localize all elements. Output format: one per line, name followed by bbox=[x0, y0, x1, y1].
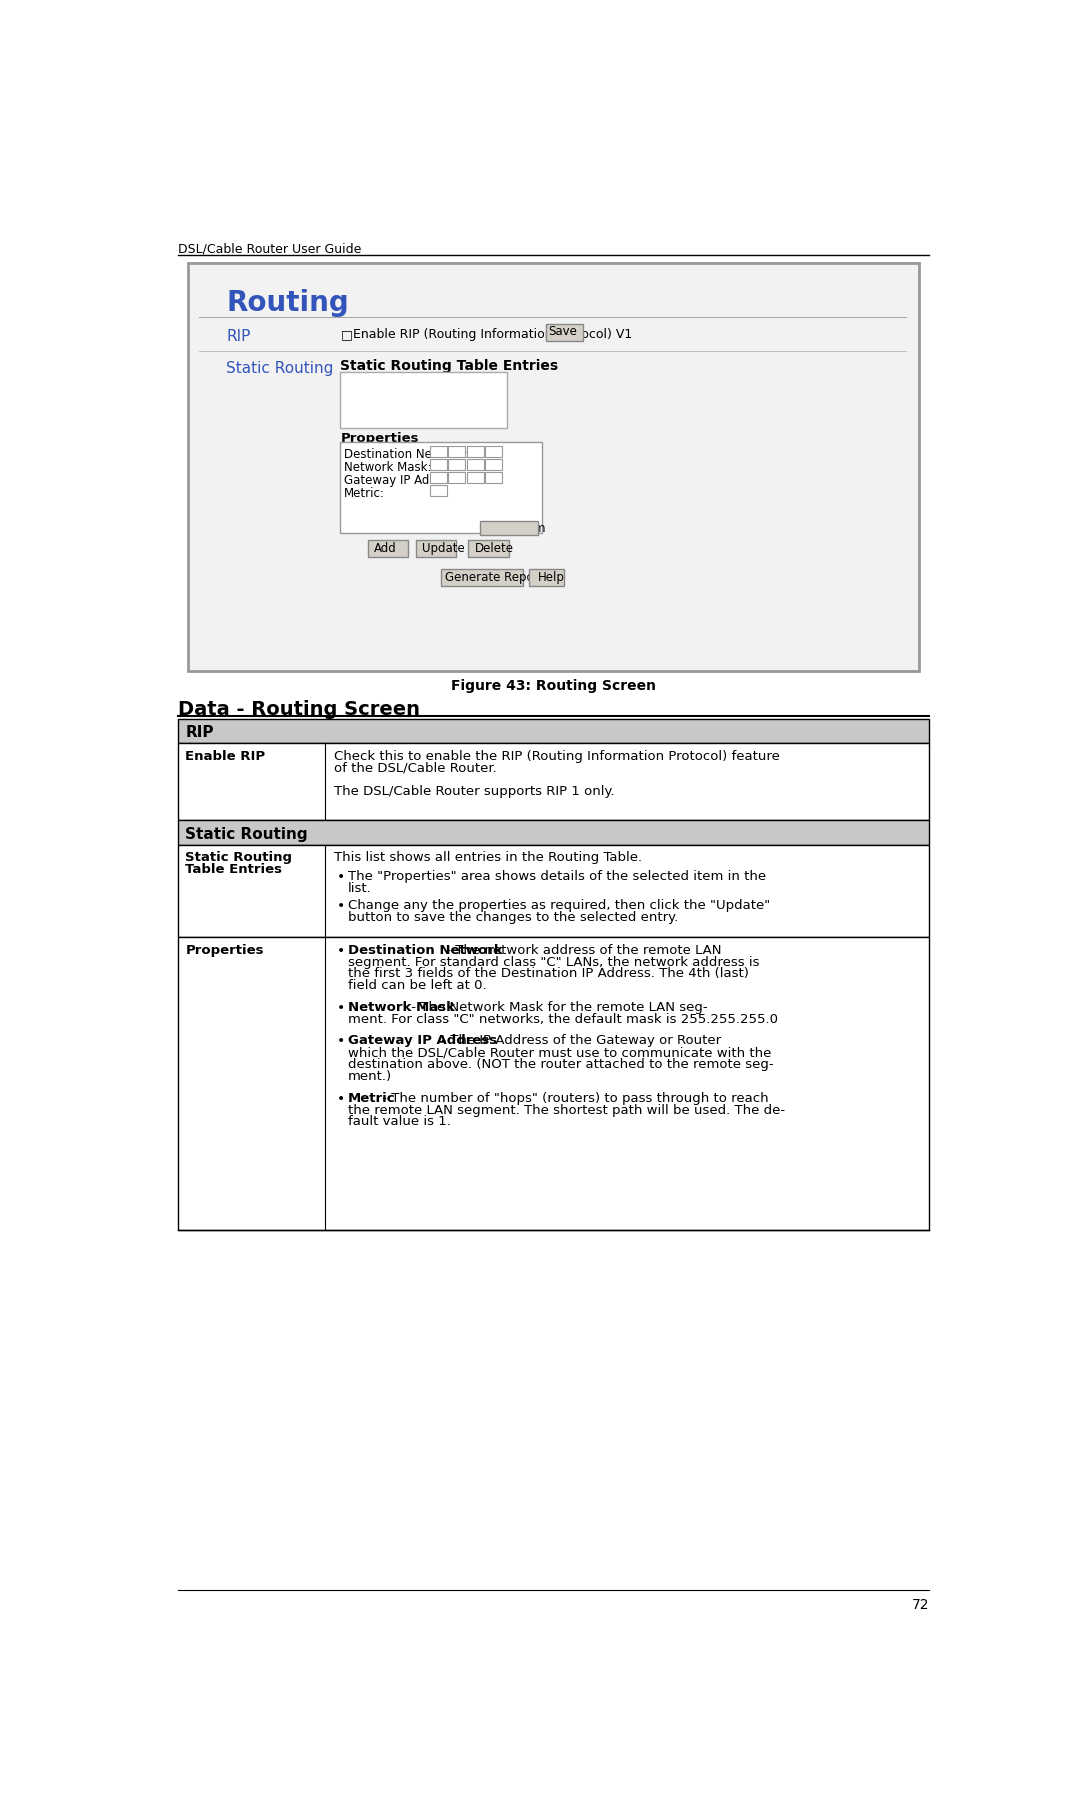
Text: Static Routing: Static Routing bbox=[186, 851, 293, 864]
Text: Update: Update bbox=[422, 542, 464, 555]
Bar bbox=[448, 458, 465, 469]
Text: RIP: RIP bbox=[186, 726, 214, 740]
Text: This list shows all entries in the Routing Table.: This list shows all entries in the Routi… bbox=[334, 851, 643, 864]
Text: Static Routing: Static Routing bbox=[227, 360, 334, 377]
Bar bbox=[441, 569, 523, 586]
Text: - The network address of the remote LAN: - The network address of the remote LAN bbox=[442, 944, 721, 957]
Bar bbox=[430, 458, 446, 469]
Bar bbox=[467, 473, 484, 484]
Bar bbox=[340, 442, 542, 533]
Text: ment. For class "C" networks, the default mask is 255.255.255.0: ment. For class "C" networks, the defaul… bbox=[348, 1013, 778, 1026]
Bar bbox=[430, 473, 446, 484]
Text: Properties: Properties bbox=[340, 433, 419, 446]
Text: - The IP Address of the Gateway or Router: - The IP Address of the Gateway or Route… bbox=[436, 1035, 720, 1048]
Bar bbox=[467, 446, 484, 457]
Text: Add: Add bbox=[374, 542, 396, 555]
Text: Generate Report: Generate Report bbox=[445, 571, 543, 584]
Text: Delete: Delete bbox=[474, 542, 513, 555]
Text: Metric:: Metric: bbox=[345, 487, 386, 500]
Bar bbox=[188, 264, 919, 671]
Text: Help: Help bbox=[538, 571, 565, 584]
Text: Check this to enable the RIP (Routing Information Protocol) feature: Check this to enable the RIP (Routing In… bbox=[334, 749, 780, 762]
Text: The "Properties" area shows details of the selected item in the: The "Properties" area shows details of t… bbox=[348, 869, 766, 884]
Text: •: • bbox=[337, 1091, 346, 1106]
Text: 72: 72 bbox=[912, 1599, 930, 1612]
Text: the remote LAN segment. The shortest path will be used. The de-: the remote LAN segment. The shortest pat… bbox=[348, 1104, 785, 1117]
Bar bbox=[485, 473, 502, 484]
Text: Destination Network: Destination Network bbox=[348, 944, 503, 957]
Bar bbox=[177, 719, 930, 744]
Text: fault value is 1.: fault value is 1. bbox=[348, 1115, 451, 1128]
Bar bbox=[430, 486, 446, 497]
Text: Static Routing: Static Routing bbox=[186, 826, 308, 842]
Bar bbox=[430, 446, 446, 457]
Text: Network Mask: Network Mask bbox=[348, 1000, 455, 1013]
Text: •: • bbox=[337, 899, 346, 913]
Bar bbox=[467, 458, 484, 469]
Bar bbox=[177, 820, 930, 846]
Text: Figure 43: Routing Screen: Figure 43: Routing Screen bbox=[451, 678, 656, 693]
Bar bbox=[480, 520, 538, 535]
Text: the first 3 fields of the Destination IP Address. The 4th (last): the first 3 fields of the Destination IP… bbox=[348, 968, 750, 980]
Text: DSL/Cable Router User Guide: DSL/Cable Router User Guide bbox=[177, 244, 361, 256]
Text: Properties: Properties bbox=[186, 944, 264, 957]
Text: Data - Routing Screen: Data - Routing Screen bbox=[177, 700, 420, 719]
Text: Table Entries: Table Entries bbox=[186, 864, 282, 877]
Text: □: □ bbox=[340, 329, 352, 342]
Bar bbox=[177, 744, 930, 820]
Text: ment.): ment.) bbox=[348, 1070, 392, 1082]
Text: Destination Network:: Destination Network: bbox=[345, 447, 470, 460]
Bar bbox=[340, 373, 507, 427]
Bar bbox=[416, 540, 456, 557]
Text: Network Mask:: Network Mask: bbox=[345, 460, 432, 473]
Text: •: • bbox=[337, 1035, 346, 1048]
Text: field can be left at 0.: field can be left at 0. bbox=[348, 979, 487, 993]
Text: segment. For standard class "C" LANs, the network address is: segment. For standard class "C" LANs, th… bbox=[348, 955, 759, 968]
Text: - The Network Mask for the remote LAN seg-: - The Network Mask for the remote LAN se… bbox=[407, 1000, 707, 1013]
Text: •: • bbox=[337, 1000, 346, 1015]
Text: destination above. (NOT the router attached to the remote seg-: destination above. (NOT the router attac… bbox=[348, 1059, 773, 1071]
Bar bbox=[529, 569, 564, 586]
Bar bbox=[177, 846, 930, 937]
Bar bbox=[367, 540, 408, 557]
Text: Metric: Metric bbox=[348, 1091, 395, 1104]
Text: Enable RIP (Routing Information Protocol) V1: Enable RIP (Routing Information Protocol… bbox=[353, 329, 632, 342]
Bar bbox=[177, 937, 930, 1230]
Bar bbox=[448, 446, 465, 457]
Text: Save: Save bbox=[548, 326, 577, 338]
Text: Static Routing Table Entries: Static Routing Table Entries bbox=[340, 358, 558, 373]
Text: which the DSL/Cable Router must use to communicate with the: which the DSL/Cable Router must use to c… bbox=[348, 1046, 771, 1059]
Text: Routing: Routing bbox=[227, 289, 349, 317]
Text: Gateway IP Address: Gateway IP Address bbox=[348, 1035, 497, 1048]
Text: button to save the changes to the selected entry.: button to save the changes to the select… bbox=[348, 911, 678, 924]
Text: Enable RIP: Enable RIP bbox=[186, 749, 266, 762]
Text: •: • bbox=[337, 869, 346, 884]
Text: RIP: RIP bbox=[227, 329, 251, 344]
Text: Clear Form: Clear Form bbox=[482, 522, 545, 535]
Bar bbox=[448, 473, 465, 484]
Bar bbox=[485, 458, 502, 469]
Bar bbox=[545, 324, 583, 340]
Text: The DSL/Cable Router supports RIP 1 only.: The DSL/Cable Router supports RIP 1 only… bbox=[334, 786, 615, 799]
Text: list.: list. bbox=[348, 882, 372, 895]
Text: •: • bbox=[337, 944, 346, 957]
Text: - The number of "hops" (routers) to pass through to reach: - The number of "hops" (routers) to pass… bbox=[378, 1091, 768, 1104]
Bar bbox=[469, 540, 509, 557]
Text: Change any the properties as required, then click the "Update": Change any the properties as required, t… bbox=[348, 899, 770, 911]
Text: of the DSL/Cable Router.: of the DSL/Cable Router. bbox=[334, 762, 497, 775]
Bar bbox=[485, 446, 502, 457]
Text: Gateway IP Address:: Gateway IP Address: bbox=[345, 475, 465, 487]
